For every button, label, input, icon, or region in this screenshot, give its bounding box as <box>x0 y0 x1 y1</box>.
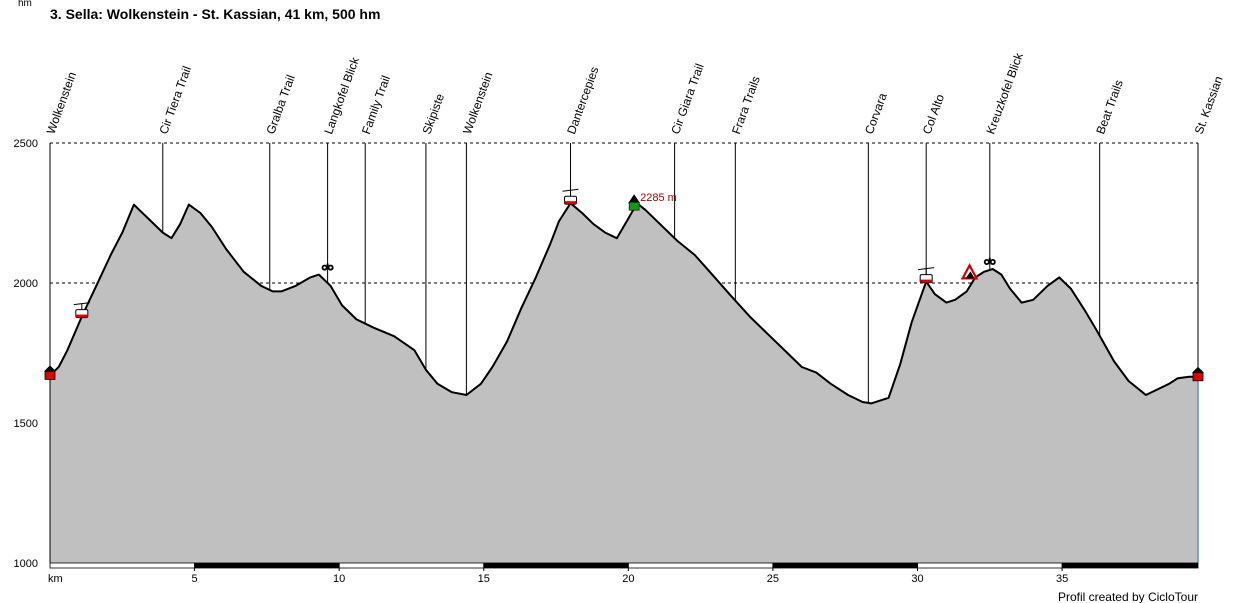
binoculars-icon <box>983 258 996 265</box>
waypoint-label-6: Wolkenstein <box>460 70 495 136</box>
waypoint-label-12: Kreuzkofel Blick <box>983 50 1026 136</box>
binocular-left-lens <box>323 266 326 269</box>
waypoint-label-7: Dantercepies <box>564 65 601 136</box>
waypoint-label-8: Cir Giara Trail <box>668 62 706 136</box>
binocular-right-lens <box>329 266 332 269</box>
x-tick-label-15: 15 <box>478 573 490 585</box>
annotations: 2285 m <box>640 192 677 204</box>
x-axis-unit-label: km <box>48 573 63 585</box>
elevation-area <box>50 203 1198 563</box>
house-body <box>44 370 56 380</box>
cable-car-icon <box>918 267 935 284</box>
x-axis: km 5 10 15 20 25 30 35 <box>48 562 1199 585</box>
house-roof <box>1192 366 1204 373</box>
y-axis: 1000 1500 2000 2500 <box>14 138 51 570</box>
waypoint-label-0: Wolkenstein <box>44 70 79 136</box>
x-tick-label-5: 5 <box>192 573 198 585</box>
x-tick-label-25: 25 <box>767 573 779 585</box>
waypoint-label-3: Langkofel Blick <box>321 54 362 136</box>
x-tick-label-30: 30 <box>911 573 923 585</box>
binocular-bridge <box>326 263 329 268</box>
y-tick-label-1000: 1000 <box>14 558 38 570</box>
cable-cabin-stripe <box>564 201 577 205</box>
credit-text: Profil created by CicloTour <box>1058 590 1198 603</box>
waypoint-label-11: Col Alto <box>920 92 947 136</box>
y-tick-label-2000: 2000 <box>14 278 38 290</box>
cable-cabin-stripe <box>920 279 933 283</box>
summit-base <box>628 201 640 211</box>
warning-triangle-inner <box>965 271 975 279</box>
summit-icon <box>628 194 641 211</box>
route-markers <box>44 188 1204 382</box>
x-tick-label-35: 35 <box>1056 573 1068 585</box>
binoculars-icon <box>321 263 334 271</box>
elevation-line <box>49 202 1198 405</box>
waypoint-label-4: Family Trail <box>359 74 393 136</box>
cable-cabin-stripe <box>75 314 88 318</box>
y-tick-label-2500: 2500 <box>14 138 38 150</box>
warning-triangle-icon <box>960 263 979 280</box>
y-tick-label-1500: 1500 <box>14 418 38 430</box>
binocular-left-lens <box>985 260 988 264</box>
cable-car-icon <box>73 302 90 319</box>
waypoint-label-9: Frara Trails <box>729 74 763 136</box>
waypoint-label-14: St. Kassian <box>1192 74 1226 136</box>
x-axis-band-segment <box>483 563 629 568</box>
waypoint-label-2: Gralba Trail <box>263 73 297 136</box>
house-icon <box>1192 366 1204 382</box>
plot-area <box>49 202 1199 563</box>
y-axis-unit-label: hm <box>18 0 32 9</box>
x-axis-band-segment <box>194 563 340 568</box>
x-axis-band-segment <box>772 563 918 568</box>
summit-peak <box>628 194 641 204</box>
x-tick-label-20: 20 <box>622 573 634 585</box>
binocular-right-lens <box>991 260 994 264</box>
cable-car-icon <box>562 188 579 205</box>
x-axis-band-segment <box>1062 563 1198 568</box>
house-icon <box>44 365 56 380</box>
x-tick-label-10: 10 <box>333 573 345 585</box>
house-body <box>1192 372 1204 382</box>
annotation-label-0: 2285 m <box>640 192 677 204</box>
chart-title: 3. Sella: Wolkenstein - St. Kassian, 41 … <box>50 6 380 22</box>
waypoint-label-1: Cir Tiera Trail <box>156 64 194 136</box>
house-roof <box>44 365 56 372</box>
binocular-bridge <box>988 258 991 262</box>
waypoint-label-13: Beat Trails <box>1093 78 1126 136</box>
waypoint-label-10: Corvara <box>862 91 890 136</box>
waypoint-labels: Wolkenstein Cir Tiera Trail Gralba Trail La… <box>44 50 1226 136</box>
waypoint-lines <box>49 143 1199 403</box>
waypoint-label-5: Skipiste <box>420 91 448 136</box>
